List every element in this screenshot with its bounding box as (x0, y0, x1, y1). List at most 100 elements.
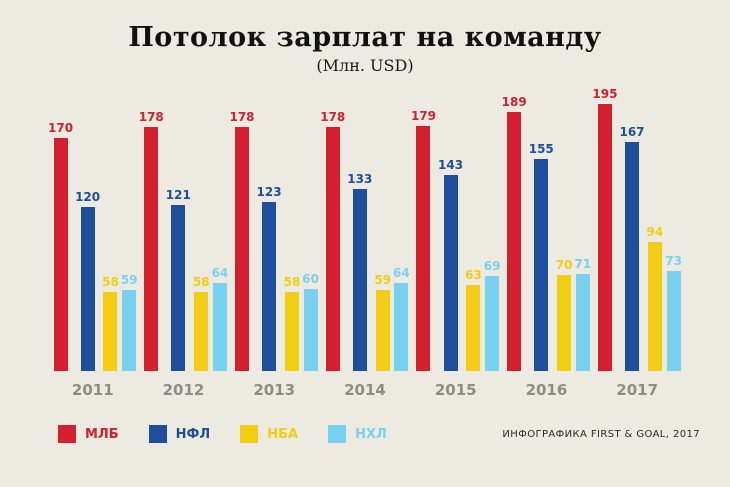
bar-wrap: 59 (121, 273, 138, 371)
legend-label: МЛБ (85, 426, 119, 442)
bar-value-label: 155 (528, 142, 554, 156)
bar-value-label: 133 (347, 172, 373, 186)
bar-wrap: 178 (320, 110, 345, 371)
bar-value-label: 58 (102, 275, 119, 289)
bar-value-label: 179 (410, 109, 436, 123)
bar-value-label: 59 (120, 273, 138, 287)
bar-wrap: 59 (374, 273, 391, 371)
year-label: 2017 (616, 381, 659, 399)
bar-wrap: 71 (575, 257, 591, 371)
bar-value-label: 121 (165, 188, 191, 202)
bar-НФЛ-2017 (625, 142, 639, 371)
bar-wrap: 60 (302, 272, 319, 371)
bar-НХЛ-2017 (666, 271, 681, 371)
bar-wrap: 64 (211, 266, 229, 371)
bar-МЛБ-2014 (325, 127, 340, 371)
bar-wrap: 64 (393, 266, 410, 371)
bar-wrap: 58 (102, 275, 119, 371)
year-label: 2014 (344, 381, 386, 399)
bar-wrap: 70 (556, 258, 573, 371)
bar-wrap: 170 (48, 121, 73, 371)
legend-label: НХЛ (355, 426, 387, 442)
legend-item-НХЛ: НХЛ (328, 425, 387, 443)
chart-title: Потолок зарплат на команду (128, 22, 602, 53)
legend-label: НФЛ (175, 426, 211, 442)
bar-НБА-2013 (284, 292, 299, 371)
bar-value-label: 170 (48, 121, 74, 135)
bar-value-label: 58 (192, 275, 210, 289)
bar-МЛБ-2017 (597, 104, 612, 371)
year-group-2012: 178 121 58 64 2012 (139, 110, 229, 399)
bar-wrap: 167 (619, 125, 645, 371)
bar-value-label: 195 (592, 87, 618, 101)
legend-swatch (240, 425, 259, 443)
year-label: 2015 (434, 381, 477, 399)
bar-НХЛ-2013 (303, 289, 318, 371)
footer: МЛБ НФЛ НБА НХЛ ИНФОГРАФИКА FIRST & GOAL, 2… (0, 425, 730, 443)
bar-НФЛ-2014 (352, 189, 367, 371)
bar-НБА-2015 (466, 285, 481, 371)
bar-МЛБ-2015 (416, 126, 431, 371)
year-group-2013: 178 123 58 60 2013 (229, 110, 319, 399)
bar-wrap: 58 (283, 275, 301, 371)
year-label: 2011 (71, 381, 114, 399)
bar-value-label: 69 (483, 259, 501, 273)
bar-wrap: 69 (483, 259, 501, 371)
bar-value-label: 64 (211, 266, 229, 280)
grouped-bar-chart: 170 120 58 59 2011 178 121 58 64 2012 178 123 58 60 20… (0, 87, 730, 399)
bar-МЛБ-2012 (144, 127, 159, 371)
bar-НФЛ-2013 (262, 202, 277, 371)
bar-value-label: 143 (438, 158, 464, 172)
bar-wrap: 94 (647, 225, 663, 371)
bar-value-label: 58 (283, 275, 301, 289)
bar-wrap: 121 (166, 188, 191, 371)
legend-swatch (58, 425, 76, 443)
bar-wrap: 189 (502, 95, 527, 371)
year-label: 2016 (525, 381, 568, 399)
legend-swatch (148, 425, 167, 443)
bar-value-label: 123 (256, 185, 282, 199)
bar-МЛБ-2011 (53, 138, 68, 371)
bar-value-label: 178 (138, 110, 164, 124)
legend-swatch (328, 425, 347, 443)
bar-МЛБ-2013 (235, 127, 249, 371)
bar-cluster: 178 121 58 64 (139, 110, 229, 371)
year-group-2015: 179 143 63 69 2015 (411, 109, 501, 399)
bar-cluster: 195 167 94 73 (592, 87, 682, 371)
year-group-2016: 189 155 70 71 2016 (502, 95, 592, 399)
bar-wrap: 179 (411, 109, 436, 371)
bar-НФЛ-2016 (534, 159, 549, 371)
chart-subtitle: (Млн. USD) (316, 56, 414, 75)
legend-item-НФЛ: НФЛ (148, 425, 211, 443)
bar-НБА-2016 (557, 275, 572, 371)
bar-value-label: 178 (229, 110, 255, 124)
year-group-2011: 170 120 58 59 2011 (48, 121, 138, 399)
bar-wrap: 58 (193, 275, 210, 371)
credit-text: ИНФОГРАФИКА FIRST & GOAL, 2017 (502, 428, 700, 440)
legend-label: НБА (267, 426, 299, 442)
bar-value-label: 60 (302, 272, 319, 286)
bar-value-label: 70 (555, 258, 573, 272)
bar-wrap: 133 (347, 172, 372, 371)
bar-value-label: 178 (320, 110, 346, 124)
bar-wrap: 178 (139, 110, 164, 371)
bar-НФЛ-2015 (443, 175, 458, 371)
bar-cluster: 178 133 59 64 (320, 110, 410, 371)
year-group-2014: 178 133 59 64 2014 (320, 110, 410, 399)
bar-НБА-2014 (375, 290, 390, 371)
bar-value-label: 59 (374, 273, 392, 287)
bar-value-label: 189 (501, 95, 527, 109)
bar-НХЛ-2012 (212, 283, 227, 371)
bar-wrap: 155 (529, 142, 554, 371)
bar-wrap: 73 (665, 254, 682, 371)
bar-НБА-2017 (647, 242, 662, 371)
bar-value-label: 120 (75, 190, 101, 204)
legend: МЛБ НФЛ НБА НХЛ (58, 425, 387, 443)
bar-value-label: 64 (393, 266, 410, 280)
bar-МЛБ-2016 (507, 112, 522, 371)
bar-value-label: 167 (619, 125, 645, 139)
year-label: 2013 (253, 381, 296, 399)
bar-wrap: 178 (229, 110, 255, 371)
bar-cluster: 179 143 63 69 (411, 109, 501, 371)
